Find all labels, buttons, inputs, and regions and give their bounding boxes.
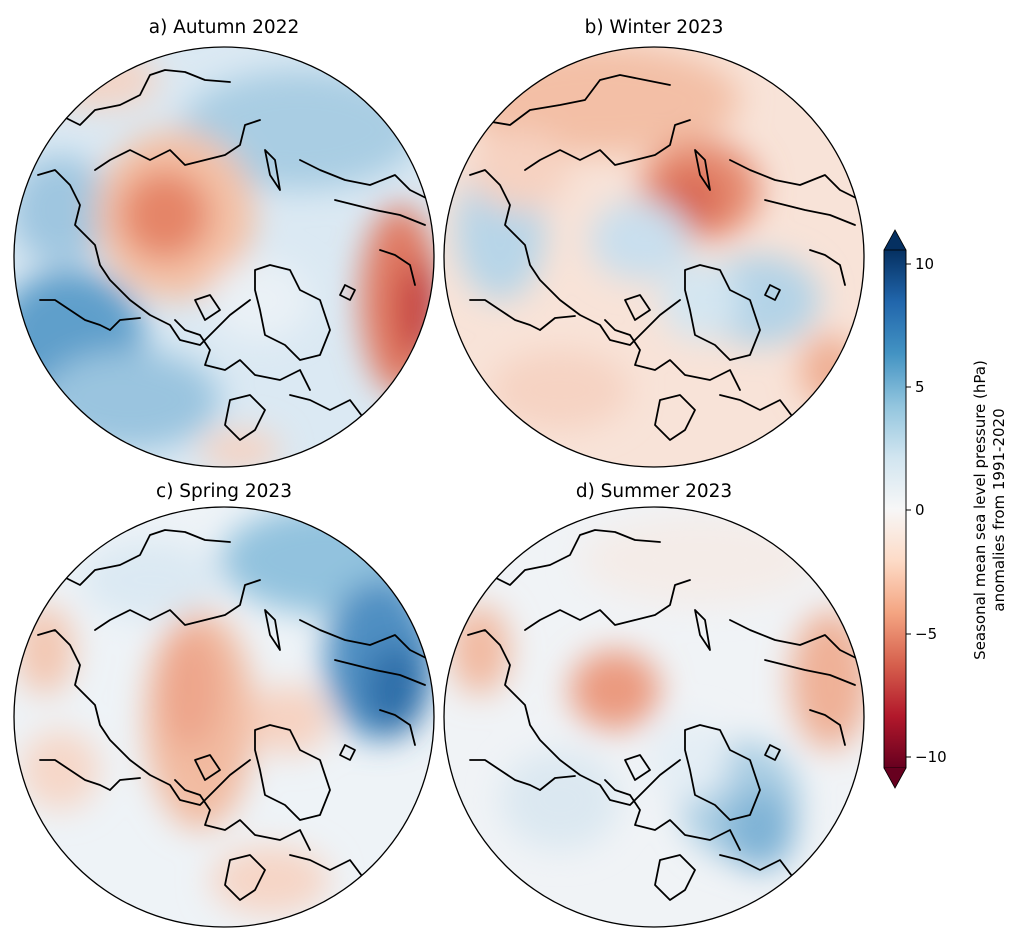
panel-d: d) Summer 2023 [443,481,865,928]
colorbar-ticks [906,263,911,758]
panel-a: a) Autumn 2022 [13,17,435,468]
panel-c-boundary [13,506,435,928]
panel-d-title: d) Summer 2023 [576,481,732,502]
panel-a-anomaly-field [14,47,434,467]
panel-b-coastlines [469,74,861,441]
colorbar-label-line2: anomalies from 1991-2020 [990,408,1008,611]
panel-c: c) Spring 2023 [13,481,435,928]
panel-d-boundary [443,506,865,928]
panel-a-boundary [13,46,435,468]
colorbar-tick-label: −10 [915,748,947,766]
colorbar-label-line1: Seasonal mean sea level pressure (hPa) [971,360,989,660]
colorbar-outline [883,229,907,789]
colorbar-gradient [883,249,907,769]
colorbar-extend-min [884,768,906,788]
colorbar: 10 5 0 −5 −10 Seasonal mean sea level pr… [883,229,1008,789]
panel-a-title: a) Autumn 2022 [149,17,300,38]
colorbar-extend-max [884,230,906,250]
colorbar-tick-label: −5 [915,625,937,643]
colorbar-tick-label: 5 [915,378,925,396]
panel-b-anomaly-field [444,47,864,467]
panel-b: b) Winter 2023 [443,17,865,468]
panel-d-coastlines [467,529,861,901]
panel-d-anomaly-field [444,507,864,927]
panel-b-boundary [443,46,865,468]
panel-b-title: b) Winter 2023 [585,17,724,38]
panel-c-title: c) Spring 2023 [156,481,292,502]
colorbar-tick-label: 10 [915,255,934,273]
colorbar-tick-label: 0 [915,501,925,519]
panel-c-anomaly-field [14,507,434,927]
panel-c-coastlines [37,529,431,901]
